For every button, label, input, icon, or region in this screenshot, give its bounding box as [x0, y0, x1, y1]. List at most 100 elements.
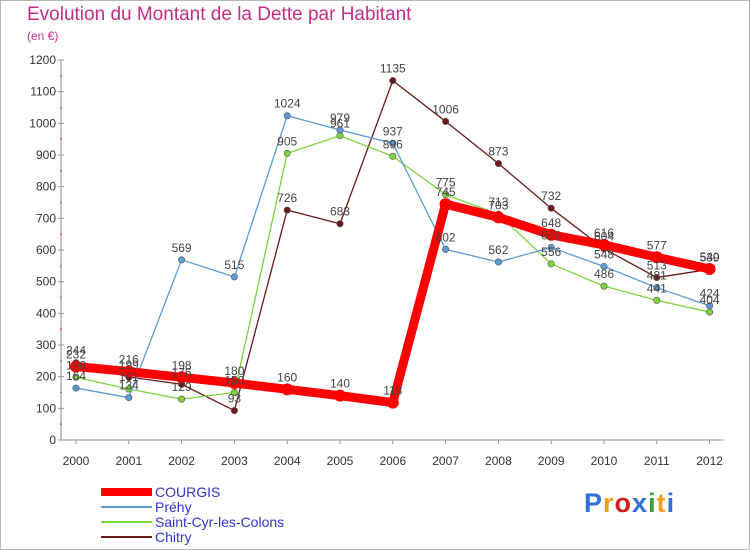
data-point-prehy — [442, 245, 450, 253]
x-tick-label: 2012 — [696, 454, 723, 468]
y-tick-label: 0 — [49, 433, 56, 447]
data-label-chitry: 683 — [330, 205, 350, 219]
legend-swatch-courgis — [101, 488, 152, 496]
data-point-saint-cyr-les-colons — [230, 388, 238, 396]
data-label-chitry: 176 — [172, 365, 192, 379]
y-tick-label: 1000 — [29, 116, 56, 130]
y-tick-label: 1200 — [29, 53, 56, 67]
y-minor-tick — [60, 423, 62, 426]
data-point-chitry — [389, 77, 397, 85]
y-minor-tick — [60, 106, 62, 109]
data-point-prehy — [283, 112, 291, 120]
data-point-saint-cyr-les-colons — [547, 260, 555, 268]
legend-label-saint-cyr-les-colons: Saint-Cyr-les-Colons — [155, 514, 284, 530]
data-point-prehy — [494, 258, 502, 266]
data-point-courgis — [334, 389, 346, 402]
data-point-chitry — [494, 160, 502, 168]
legend-swatch-chitry — [101, 536, 152, 538]
x-tick-label: 2005 — [327, 454, 354, 468]
y-minor-tick — [60, 201, 62, 204]
y-minor-tick — [60, 169, 62, 172]
data-label-courgis: 540 — [700, 250, 720, 264]
data-label-saint-cyr-les-colons: 441 — [647, 281, 667, 295]
data-point-courgis — [175, 371, 188, 384]
data-point-courgis — [386, 396, 399, 409]
data-point-saint-cyr-les-colons — [600, 282, 608, 290]
data-label-chitry: 244 — [66, 344, 86, 358]
y-tick-label: 900 — [36, 148, 56, 162]
data-point-saint-cyr-les-colons — [389, 152, 397, 160]
data-label-saint-cyr-les-colons: 905 — [277, 134, 297, 148]
chart-unit-label: (en €) — [27, 29, 59, 43]
data-point-courgis — [703, 263, 716, 275]
legend-label-courgis: COURGIS — [155, 484, 220, 500]
logo-letter: t — [656, 488, 667, 518]
y-minor-tick — [60, 138, 62, 141]
data-label-prehy: 562 — [488, 243, 508, 257]
logo-letter: x — [632, 488, 649, 518]
logo-letter: r — [603, 488, 615, 518]
data-label-saint-cyr-les-colons: 713 — [488, 195, 508, 209]
data-point-prehy — [178, 256, 186, 264]
data-point-courgis — [439, 198, 452, 211]
x-tick-label: 2007 — [432, 454, 459, 468]
x-tick-label: 2000 — [63, 454, 90, 468]
data-label-courgis: 577 — [647, 238, 667, 252]
legend-swatch-prehy — [101, 506, 152, 508]
legend-label-chitry: Chitry — [155, 529, 192, 545]
data-label-saint-cyr-les-colons: 161 — [119, 370, 139, 384]
data-point-prehy — [72, 384, 80, 392]
data-point-saint-cyr-les-colons — [442, 191, 450, 199]
data-label-chitry: 604 — [594, 230, 614, 244]
data-point-courgis — [122, 365, 135, 378]
data-label-courgis: 616 — [594, 226, 614, 240]
data-label-prehy: 548 — [594, 247, 614, 261]
data-label-chitry: 1135 — [380, 62, 406, 76]
data-point-courgis — [281, 383, 294, 396]
data-point-courgis — [492, 211, 505, 224]
proxiti-logo: Proxiti — [584, 488, 675, 519]
legend-swatch-saint-cyr-les-colons — [101, 521, 152, 523]
data-label-saint-cyr-les-colons: 198 — [66, 358, 86, 372]
logo-letter: i — [648, 488, 657, 518]
data-label-courgis: 232 — [66, 348, 86, 362]
data-point-saint-cyr-les-colons — [72, 373, 80, 381]
y-tick-label: 800 — [36, 180, 56, 194]
y-tick-label: 100 — [36, 401, 56, 415]
data-label-prehy: 979 — [330, 111, 350, 125]
data-point-chitry — [442, 117, 450, 125]
data-point-prehy — [389, 139, 397, 147]
data-label-prehy: 602 — [436, 230, 456, 244]
data-point-courgis — [228, 377, 241, 389]
data-label-saint-cyr-les-colons: 775 — [436, 176, 456, 190]
data-point-chitry — [653, 274, 661, 282]
x-tick-label: 2006 — [379, 454, 406, 468]
x-tick-label: 2001 — [115, 454, 142, 468]
data-label-courgis: 180 — [224, 364, 244, 378]
x-tick-label: 2009 — [538, 454, 565, 468]
data-point-prehy — [125, 394, 133, 402]
data-label-courgis: 198 — [172, 358, 192, 372]
data-label-courgis: 140 — [330, 377, 350, 391]
data-label-prehy: 608 — [541, 228, 561, 242]
y-tick-label: 700 — [36, 211, 56, 225]
data-point-chitry — [283, 206, 291, 214]
data-point-saint-cyr-les-colons — [653, 296, 661, 304]
data-label-courgis: 216 — [119, 353, 139, 367]
data-label-chitry: 199 — [119, 358, 139, 372]
data-label-courgis: 648 — [541, 216, 561, 230]
x-tick-label: 2002 — [168, 454, 195, 468]
logo-letter: i — [666, 488, 676, 518]
data-label-chitry: 93 — [228, 392, 242, 406]
data-point-prehy — [547, 243, 555, 251]
data-label-chitry: 873 — [488, 145, 508, 159]
x-tick-label: 2003 — [221, 454, 248, 468]
data-label-chitry: 513 — [647, 259, 667, 273]
y-tick-label: 200 — [36, 370, 56, 384]
data-point-courgis — [545, 228, 558, 241]
chart-title: Evolution du Montant de la Dette par Hab… — [27, 4, 412, 25]
data-label-chitry: 732 — [541, 189, 561, 203]
y-minor-tick — [60, 233, 62, 236]
data-label-prehy: 424 — [700, 287, 720, 301]
data-label-prehy: 481 — [647, 269, 667, 283]
